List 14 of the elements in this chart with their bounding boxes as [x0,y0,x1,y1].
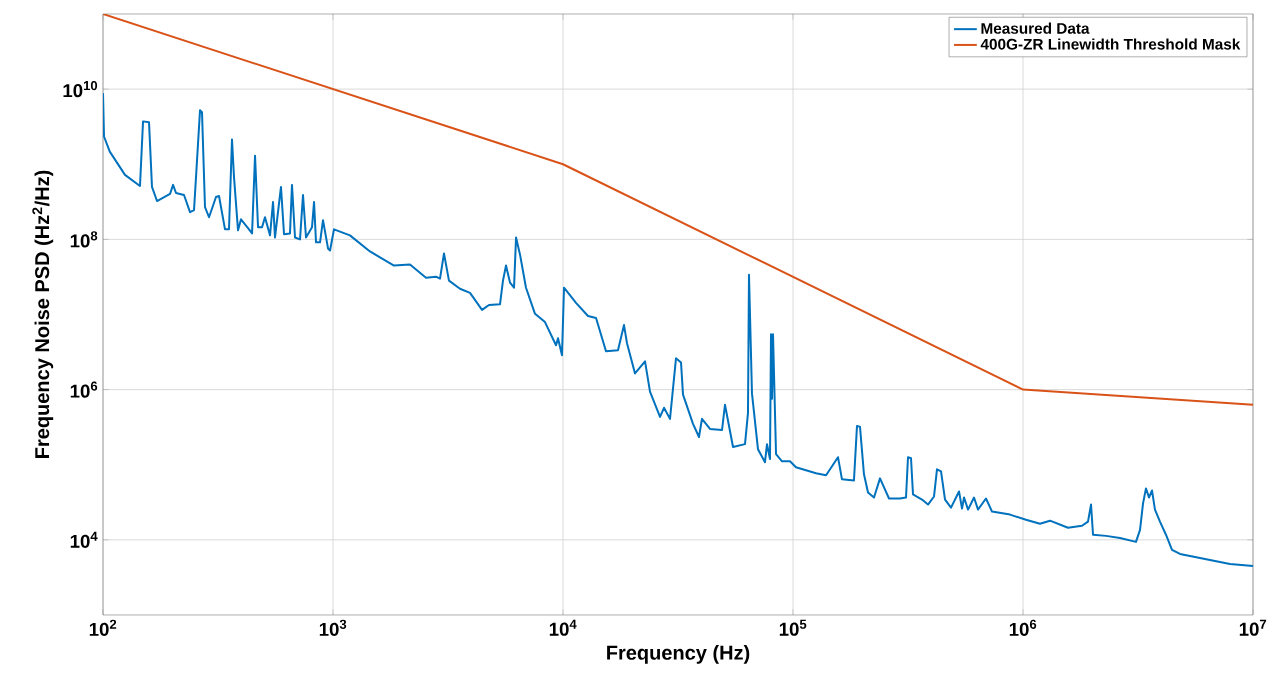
y-axis-title: Frequency Noise PSD (Hz$^{2}$/Hz) [32,170,54,458]
y-tick-label: 10$^{4}$ [70,531,98,548]
y-tick-label: 10$^{10}$ [63,80,98,98]
x-tick-label: 10$^{7}$ [1239,619,1267,636]
x-tick-label: 10$^{2}$ [89,619,117,636]
legend-label: Measured Data [981,22,1090,34]
x-tick-label: 10$^{6}$ [1009,619,1037,636]
x-tick-label: 10$^{3}$ [319,619,347,636]
x-axis-title: Frequency (Hz) [607,645,750,664]
y-tick-label: 10$^{6}$ [70,381,98,398]
y-tick-label: 10$^{8}$ [70,231,98,248]
x-tick-label: 10$^{4}$ [549,619,577,636]
legend-label: 400G-ZR Linewidth Threshold Mask [980,38,1241,50]
x-tick-label: 10$^{5}$ [779,619,807,636]
